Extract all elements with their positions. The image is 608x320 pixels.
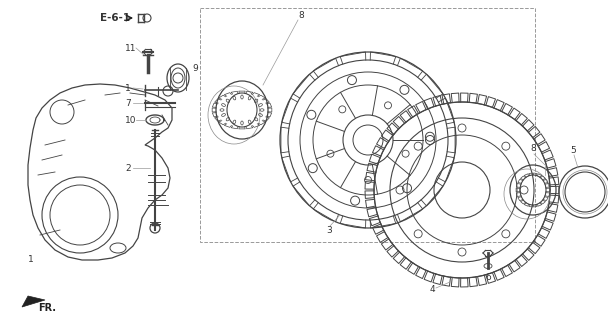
- Text: 8: 8: [298, 11, 304, 20]
- Text: 7: 7: [125, 99, 131, 108]
- Text: 5: 5: [570, 146, 576, 155]
- Text: 9: 9: [192, 63, 198, 73]
- Text: 8: 8: [530, 143, 536, 153]
- Polygon shape: [22, 296, 45, 307]
- Bar: [200, 8, 535, 242]
- Text: 2: 2: [125, 164, 131, 172]
- Text: 3: 3: [326, 226, 332, 235]
- Text: 10: 10: [125, 116, 137, 124]
- Text: 6: 6: [485, 274, 491, 283]
- Text: 1: 1: [28, 255, 34, 265]
- Text: 4: 4: [430, 285, 435, 294]
- Text: FR.: FR.: [38, 303, 56, 313]
- Text: 11: 11: [125, 44, 137, 52]
- Text: 1: 1: [125, 84, 131, 92]
- Text: E-6-1: E-6-1: [100, 13, 130, 23]
